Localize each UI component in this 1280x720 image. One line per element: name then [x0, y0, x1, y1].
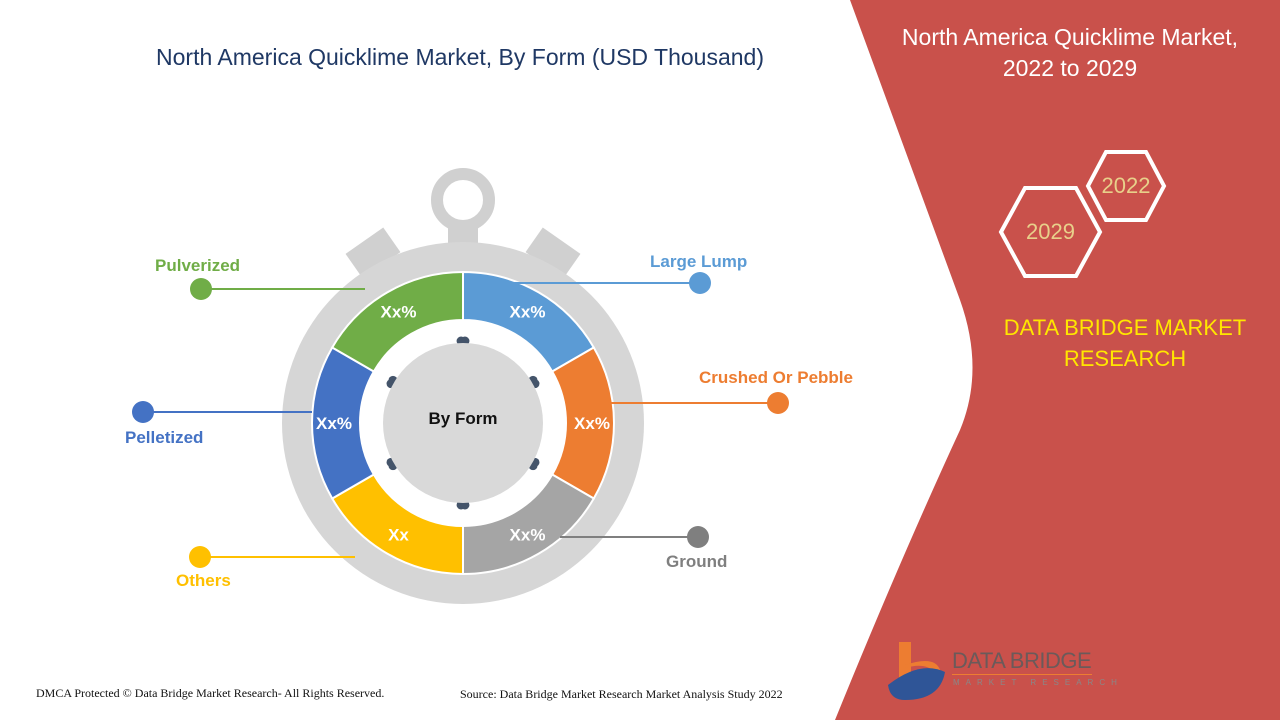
stopwatch-button-right	[525, 227, 581, 279]
stopwatch-ring	[431, 168, 495, 232]
source-text: Source: Data Bridge Market Research Mark…	[460, 687, 783, 701]
logo-subtitle: MARKET RESEARCH	[953, 678, 1123, 687]
logo-icon	[888, 642, 945, 700]
legend-dot	[689, 272, 711, 294]
brand-line2: RESEARCH	[1063, 346, 1187, 371]
data-label: Xx%	[510, 526, 546, 545]
legend-dot	[767, 392, 789, 414]
side-title: North America Quicklime Market, 2022 to …	[860, 22, 1280, 84]
brand-line1: DATA BRIDGE MARKET	[1003, 315, 1247, 340]
red-side-panel	[835, 0, 1280, 720]
legend-dot	[190, 278, 212, 300]
brand-text: DATA BRIDGE MARKET RESEARCH	[960, 312, 1280, 374]
legend-label: Crushed Or Pebble	[699, 368, 853, 387]
chart-title: North America Quicklime Market, By Form …	[156, 44, 764, 70]
copyright-text: DMCA Protected © Data Bridge Market Rese…	[36, 686, 385, 700]
data-label: Xx%	[316, 414, 352, 433]
legend-label: Large Lump	[650, 252, 748, 271]
legend-label: Pulverized	[155, 256, 241, 275]
year-2029: 2029	[1026, 219, 1075, 244]
hexagon-2029	[998, 186, 1103, 278]
legend-label: Ground	[666, 552, 728, 571]
stopwatch-button-left	[345, 227, 401, 279]
side-title-line2: 2022 to 2029	[1002, 55, 1138, 81]
data-label: Xx	[388, 526, 409, 545]
data-label: Xx%	[574, 414, 610, 433]
legend-dot	[189, 546, 211, 568]
center-circle	[383, 343, 543, 503]
donut-segment-pulverized	[330, 270, 464, 373]
legend-label: Others	[176, 571, 231, 590]
hexagon-2022	[1085, 150, 1167, 222]
side-title-line1: North America Quicklime Market,	[901, 24, 1239, 50]
logo-divider	[952, 674, 1092, 675]
donut-chart: Xx% Xx% Xx% Xx Xx% Xx%	[132, 270, 789, 576]
year-2022: 2022	[1101, 173, 1151, 198]
data-label: Xx%	[510, 302, 546, 321]
legend-label: Pelletized	[125, 428, 204, 447]
data-label: Xx%	[381, 302, 417, 321]
center-label: By Form	[428, 409, 498, 428]
logo-name: DATA BRIDGE	[952, 648, 1092, 673]
legend-dot	[687, 526, 709, 548]
legend-dot	[132, 401, 154, 423]
